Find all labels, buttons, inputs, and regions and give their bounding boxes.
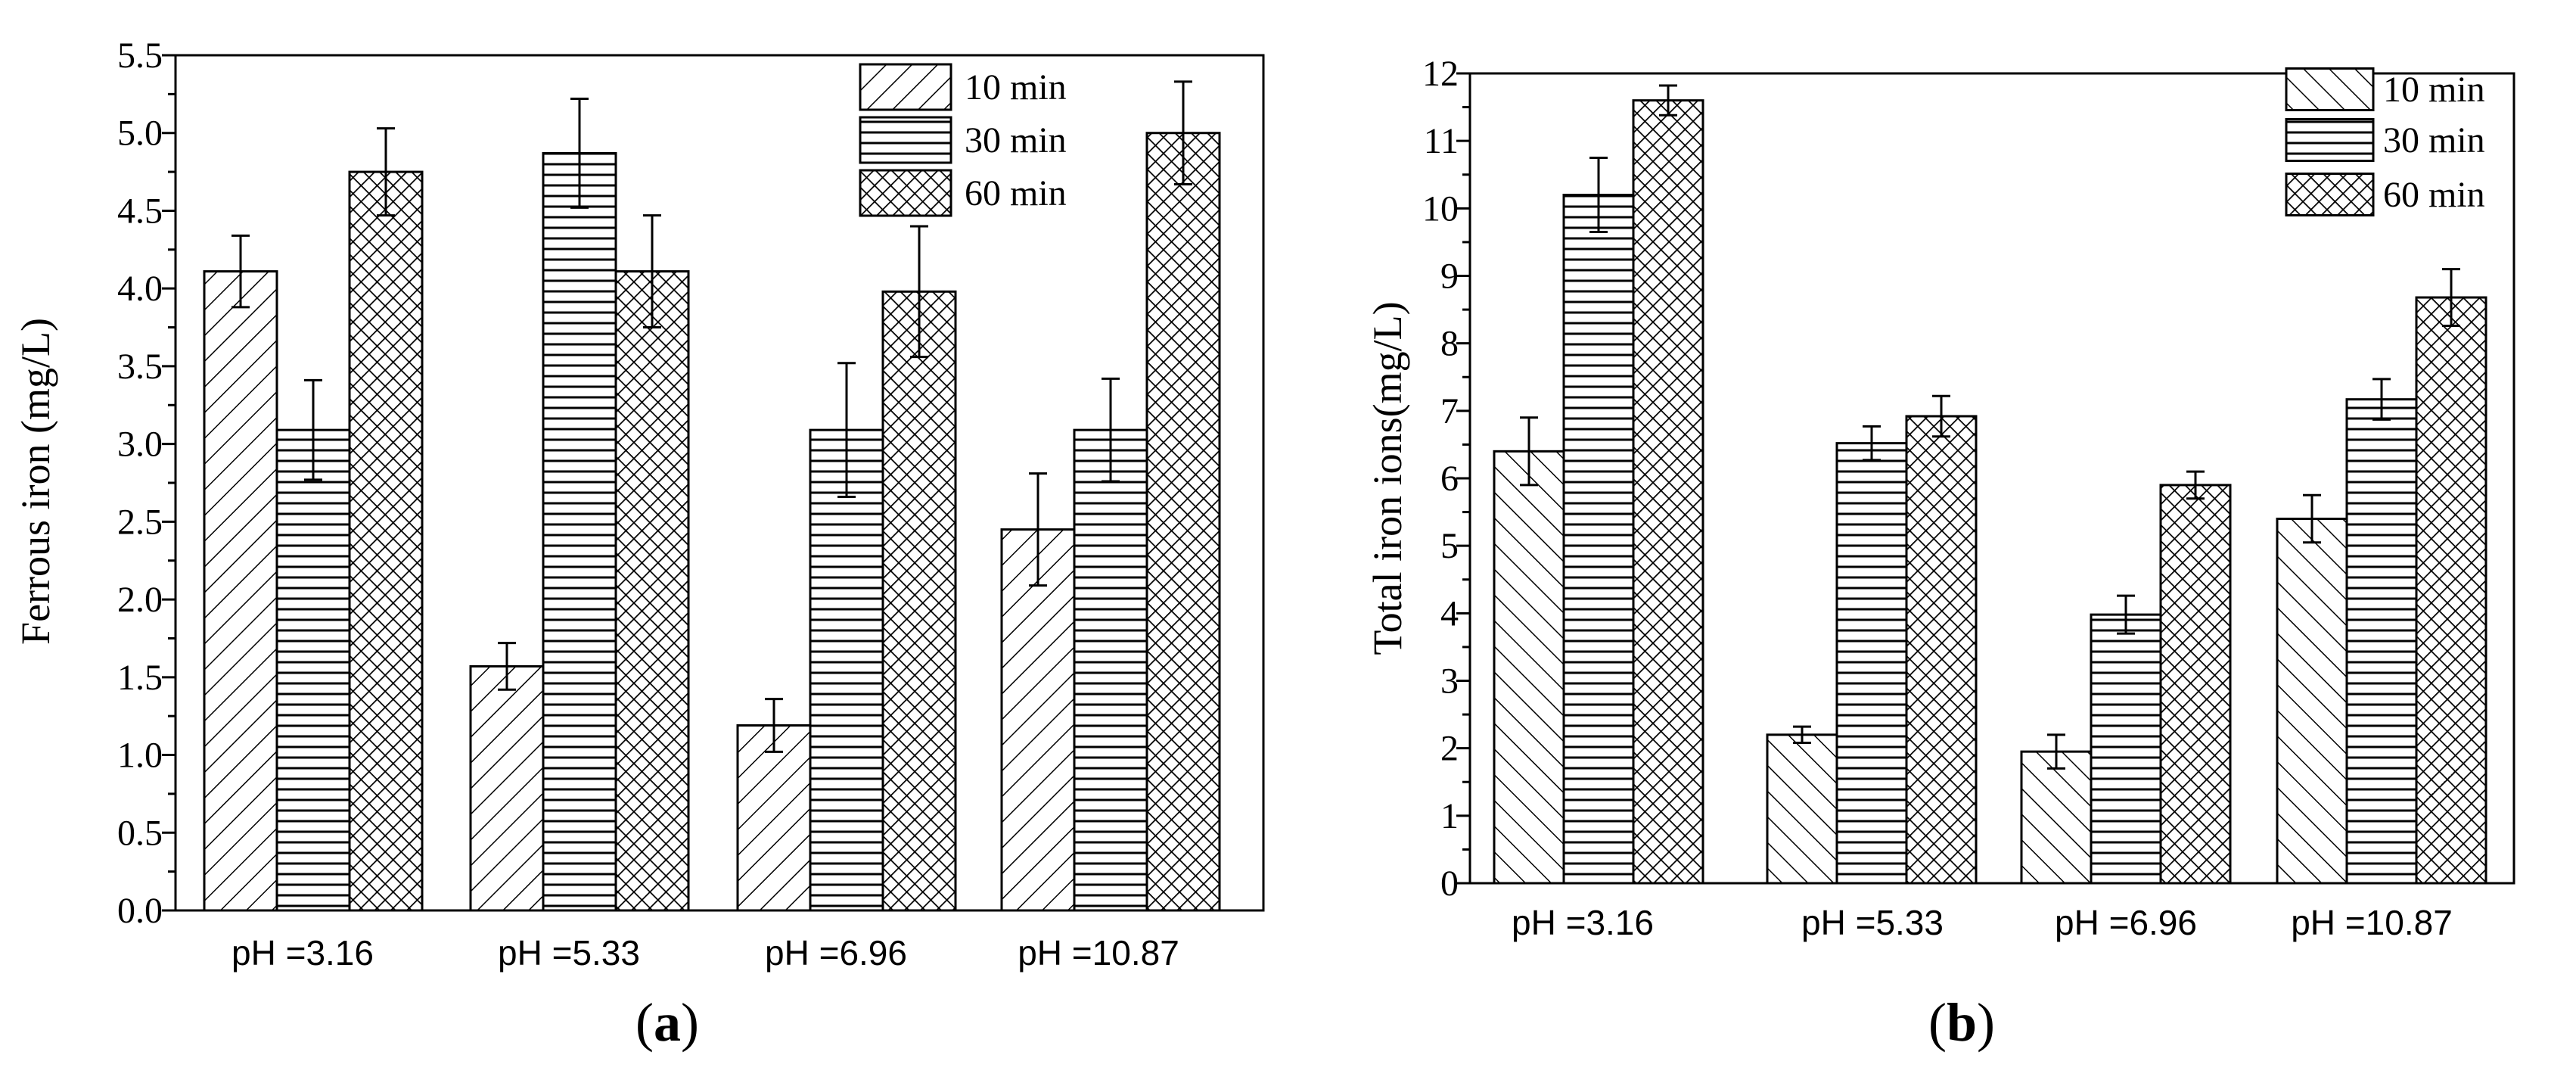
y-axis-label-b: Total iron ions(mg/L) (1365, 301, 1410, 655)
bars-a (203, 80, 1221, 912)
legend-swatch (2285, 118, 2375, 162)
y-tick-label: 3.0 (117, 425, 163, 465)
y-tick-label: 1.0 (117, 736, 163, 776)
bar-60min-2 (614, 270, 690, 912)
bar-10min-4 (2276, 518, 2348, 885)
bar-60min-3 (881, 290, 957, 912)
y-tick-label: 0.5 (117, 813, 163, 853)
x-tick-label: pH =3.16 (231, 933, 374, 973)
bar-10min-2 (1766, 733, 1838, 885)
legend-label: 10 min (2383, 70, 2485, 110)
legend-swatch (859, 63, 952, 111)
bar-60min-2 (1905, 415, 1978, 885)
x-tick-label: pH =6.96 (2055, 903, 2197, 942)
y-tick-label: 2 (1440, 729, 1459, 769)
y-tick-label: 1.5 (117, 658, 163, 698)
legend-a: 10 min 30 min 60 min (859, 63, 1067, 217)
bar-10min-3 (736, 724, 812, 912)
bar-60min-4 (1145, 132, 1221, 912)
bar-30min-4 (2345, 398, 2418, 885)
y-tick-label: 0 (1440, 864, 1459, 904)
y-tick-label: 0.0 (117, 891, 163, 931)
y-tick-label: 11 (1424, 121, 1459, 161)
legend-swatch (859, 116, 952, 164)
x-tick-label: pH =3.16 (1512, 903, 1654, 942)
y-tick-label: 4 (1440, 593, 1459, 633)
bar-60min-3 (2159, 484, 2232, 885)
bar-30min-1 (1562, 194, 1635, 885)
bar-60min-1 (1632, 99, 1704, 885)
bar-10min-2 (469, 664, 545, 912)
y-tick-label: 2.0 (117, 580, 163, 620)
y-tick-label: 3 (1440, 661, 1459, 702)
bar-30min-4 (1073, 428, 1148, 912)
bar-60min-1 (348, 170, 424, 912)
bar-30min-2 (1835, 442, 1908, 885)
bar-30min-2 (542, 151, 617, 912)
x-tick-label: pH =10.87 (1018, 933, 1179, 973)
bar-10min-1 (203, 270, 278, 912)
legend-swatch (859, 169, 952, 217)
legend-label: 60 min (965, 173, 1067, 213)
bar-30min-3 (2090, 613, 2162, 885)
chart-panel-a: 0.0 0.5 1.0 1.5 2.0 2.5 3.0 3.5 4.0 4.5 5.0 5.5 pH … (13, 36, 1265, 1053)
bar-10min-4 (1000, 528, 1076, 912)
legend-b: 10 min 30 min 60 min (2285, 67, 2485, 216)
y-tick-label: 5.5 (117, 36, 163, 76)
panel-label-a: (a) (635, 992, 699, 1053)
x-tick-label: pH =10.87 (2291, 903, 2453, 942)
y-tick-label: 9 (1440, 257, 1459, 297)
y-tick-label: 12 (1422, 54, 1459, 94)
y-tick-label: 7 (1440, 391, 1459, 431)
legend-swatch (2285, 67, 2375, 111)
legend-label: 60 min (2383, 175, 2485, 215)
panel-label-b: (b) (1928, 992, 1995, 1053)
y-tick-label: 1 (1440, 796, 1459, 836)
y-tick-label: 2.5 (117, 502, 163, 542)
y-tick-label: 3.5 (117, 347, 163, 387)
bars-b (1493, 84, 2487, 885)
y-axis-label-a: Ferrous iron (mg/L) (13, 318, 58, 645)
y-tick-label: 4.5 (117, 191, 163, 231)
x-axis-a: pH =3.16 pH =5.33 pH =6.96 pH =10.87 (231, 933, 1179, 973)
x-axis-b: pH =3.16 pH =5.33 pH =6.96 pH =10.87 (1512, 903, 2453, 942)
legend-label: 10 min (965, 67, 1067, 107)
legend-label: 30 min (2383, 120, 2485, 160)
y-tick-label: 4.0 (117, 269, 163, 309)
legend-swatch (2285, 173, 2375, 216)
x-tick-label: pH =6.96 (765, 933, 907, 973)
bar-10min-1 (1493, 450, 1565, 885)
y-tick-label: 5 (1440, 526, 1459, 566)
y-tick-label: 6 (1440, 459, 1459, 499)
bar-30min-3 (809, 428, 884, 912)
x-tick-label: pH =5.33 (1801, 903, 1944, 942)
y-tick-label: 10 (1422, 188, 1459, 229)
legend-label: 30 min (965, 120, 1067, 160)
bar-30min-1 (275, 428, 351, 912)
bar-10min-3 (2020, 750, 2093, 885)
y-tick-label: 5.0 (117, 114, 163, 154)
bar-60min-4 (2415, 296, 2487, 885)
x-tick-label: pH =5.33 (498, 933, 640, 973)
y-axis-a: 0.0 0.5 1.0 1.5 2.0 2.5 3.0 3.5 4.0 4.5 5.0 5.5 (117, 36, 176, 931)
y-tick-label: 8 (1440, 324, 1459, 364)
